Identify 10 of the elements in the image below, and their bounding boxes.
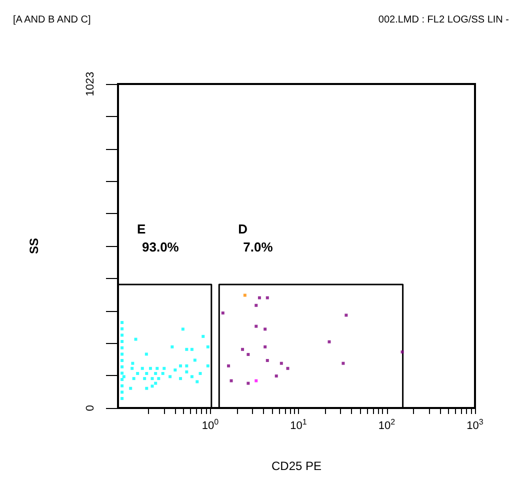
annotation: 93.0% bbox=[142, 239, 180, 254]
y-tick-label: 0 bbox=[84, 404, 96, 412]
annotation: E bbox=[137, 221, 146, 236]
annotation: D bbox=[238, 221, 248, 236]
chart-title: [A AND B AND C] bbox=[13, 14, 92, 26]
y-axis-title: SS bbox=[27, 238, 41, 254]
annotation: 7.0% bbox=[243, 239, 274, 254]
y-tick-label: 1023 bbox=[84, 72, 96, 96]
chart-subtitle: 002.LMD : FL2 LOG/SS LIN - bbox=[378, 14, 510, 26]
x-axis-title: CD25 PE bbox=[271, 459, 322, 473]
